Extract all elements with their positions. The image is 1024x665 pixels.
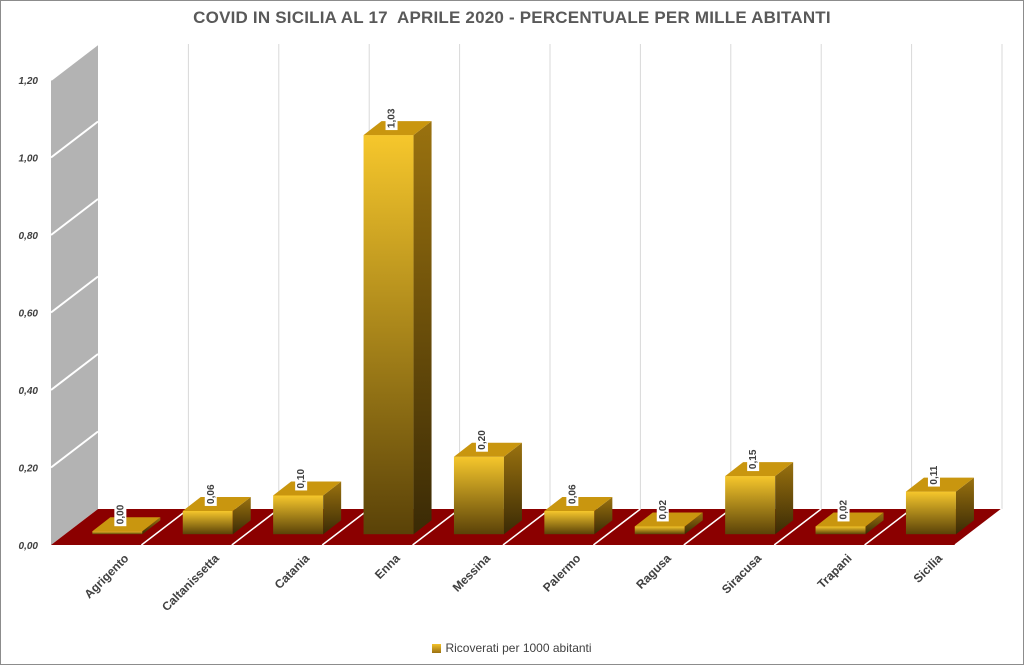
- data-label-text: 0,20: [477, 430, 488, 450]
- x-tick-label: Sicilia: [911, 551, 946, 586]
- x-tick-label: Catania: [272, 551, 313, 592]
- x-tick-label: Palermo: [540, 551, 583, 594]
- bar-sicilia: [905, 477, 974, 535]
- gridline-layer: [50, 43, 1003, 546]
- y-gridline: [50, 275, 99, 314]
- data-label-bg: [927, 462, 940, 487]
- data-label: 1,03: [385, 106, 398, 131]
- bars-layer: [92, 121, 974, 535]
- y-tick-label: 0,40: [19, 386, 39, 397]
- data-label: 0,10: [295, 466, 308, 491]
- bar-front: [92, 531, 143, 535]
- data-label-bg: [837, 497, 850, 522]
- x-tick-label: Agrigento: [81, 551, 131, 601]
- data-label-text: 0,11: [929, 465, 940, 484]
- data-label-text: 1,03: [387, 108, 398, 128]
- data-label-bg: [475, 427, 488, 452]
- floor-divider: [864, 508, 913, 546]
- x-tick-label: Ragusa: [633, 551, 674, 592]
- data-label-text: 0,00: [115, 504, 126, 524]
- y-tick-label: 0,80: [19, 231, 39, 242]
- data-label-bg: [295, 466, 308, 491]
- bar-side: [775, 462, 794, 535]
- data-label-text: 0,15: [748, 449, 759, 469]
- floor-divider: [954, 508, 1003, 546]
- floor-divider: [231, 508, 280, 546]
- bar-side: [684, 512, 703, 535]
- data-label-bg: [385, 106, 398, 131]
- bar-side: [142, 517, 161, 535]
- legend-swatch: [432, 644, 442, 653]
- data-label: 0,02: [656, 497, 669, 522]
- data-label-text: 0,02: [839, 500, 850, 520]
- data-label-bg: [114, 502, 127, 527]
- y-gridline: [50, 43, 99, 81]
- data-label-bg: [204, 481, 217, 506]
- legend: Ricoverati per 1000 abitanti: [0, 641, 1024, 655]
- bar-side: [594, 496, 613, 535]
- bar-side: [323, 481, 342, 535]
- data-label-text: 0,06: [567, 484, 578, 504]
- y-tick-label: 0,00: [19, 541, 39, 552]
- y-gridline: [50, 430, 99, 469]
- bar-agrigento: [92, 517, 161, 535]
- data-label: 0,00: [114, 502, 127, 527]
- legend-label: Ricoverati per 1000 abitanti: [445, 641, 592, 655]
- bar-front: [634, 526, 685, 535]
- x-tick-label: Trapani: [815, 551, 855, 591]
- data-label-bg: [656, 497, 669, 522]
- bar-front: [363, 135, 414, 535]
- floor-divider: [683, 508, 732, 546]
- bar-front: [815, 526, 866, 535]
- bar-front: [725, 476, 776, 535]
- floor-divider: [140, 508, 189, 546]
- data-label: 0,06: [204, 481, 217, 506]
- data-label: 0,20: [475, 427, 488, 452]
- data-label-text: 0,10: [296, 469, 307, 489]
- y-gridline: [50, 353, 99, 391]
- y-tick-label: 1,20: [19, 76, 39, 87]
- y-tick-label: 0,60: [19, 309, 39, 320]
- data-label: 0,15: [747, 447, 760, 472]
- y-tick-label: 0,20: [19, 464, 39, 475]
- bar-front: [453, 456, 504, 535]
- data-label-text: 0,02: [658, 500, 669, 520]
- data-label-bg: [747, 447, 760, 472]
- bar-front: [182, 510, 233, 535]
- x-tick-label: Enna: [372, 551, 403, 582]
- x-tick-label: Caltanissetta: [159, 551, 222, 614]
- data-label: 0,06: [566, 481, 579, 506]
- x-tick-label: Siracusa: [719, 551, 765, 597]
- data-label: 0,02: [837, 497, 850, 522]
- x-tick-label: Messina: [450, 551, 494, 595]
- y-tick-label: 1,00: [19, 154, 39, 165]
- bar-side: [413, 121, 432, 535]
- bar-top: [92, 517, 161, 532]
- bar-front: [273, 495, 324, 535]
- floor-divider: [592, 508, 641, 546]
- data-label-text: 0,06: [206, 484, 217, 504]
- data-label: 0,11: [927, 462, 940, 487]
- bar-siracusa: [725, 462, 794, 535]
- floor-divider: [321, 508, 370, 546]
- bar-side: [232, 496, 251, 535]
- floor-divider: [773, 508, 822, 546]
- bar-front: [905, 491, 956, 535]
- y-gridline: [50, 120, 99, 159]
- floor-divider: [412, 508, 461, 546]
- chart-title: COVID IN SICILIA AL 17 APRILE 2020 - PER…: [193, 8, 831, 27]
- data-label-bg: [566, 481, 579, 506]
- bar-enna: [363, 121, 432, 535]
- floor-divider: [502, 508, 551, 546]
- bar-side: [503, 442, 522, 535]
- bar-side: [865, 512, 884, 535]
- bar-front: [544, 510, 595, 535]
- bar-catania: [273, 481, 342, 535]
- bar-messina: [453, 442, 522, 535]
- y-gridline: [50, 198, 99, 236]
- bar-side: [955, 477, 974, 535]
